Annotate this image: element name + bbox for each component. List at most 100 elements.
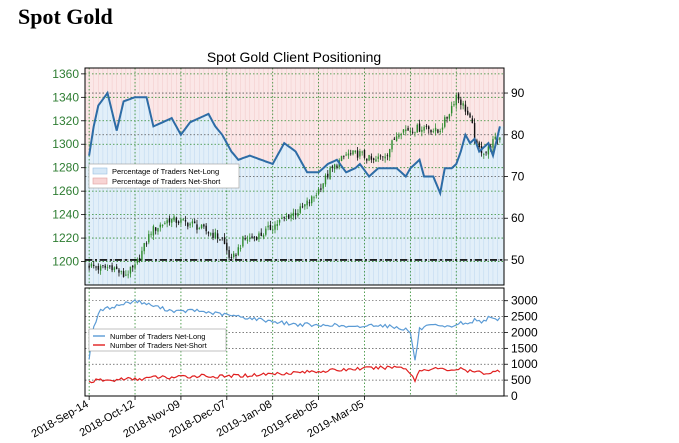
price-candle xyxy=(370,153,373,163)
price-candle xyxy=(143,242,145,255)
candle-body xyxy=(425,125,428,127)
price-candle xyxy=(258,231,260,242)
candle-body xyxy=(331,166,334,168)
price-candle xyxy=(460,96,462,110)
net-short-area xyxy=(85,68,504,194)
price-candle xyxy=(354,150,357,154)
candle-body xyxy=(290,214,292,218)
percentage-tick-label: 70 xyxy=(511,170,525,184)
price-candle xyxy=(292,208,295,220)
price-candle xyxy=(310,195,313,207)
candle-body xyxy=(416,124,418,133)
candle-body xyxy=(460,99,462,105)
price-candle xyxy=(148,230,150,245)
candle-body xyxy=(166,220,168,224)
candle-body xyxy=(242,236,244,247)
count-tick-label: 500 xyxy=(511,373,531,387)
price-candle xyxy=(205,223,207,235)
price-tick-label: 1220 xyxy=(52,231,79,245)
price-candle xyxy=(405,125,407,136)
price-candle xyxy=(102,265,104,269)
count-tick-label: 3000 xyxy=(511,294,538,308)
price-candle xyxy=(345,151,347,157)
legend-swatch-net-short xyxy=(92,177,108,185)
candle-body xyxy=(446,116,448,119)
candle-body xyxy=(148,234,150,243)
price-tick-label: 1200 xyxy=(52,255,79,269)
price-candle xyxy=(471,115,474,124)
count-panel-border xyxy=(84,287,505,397)
candle-body xyxy=(453,104,455,106)
price-candle xyxy=(106,264,109,272)
candle-body xyxy=(352,150,354,155)
candle-body xyxy=(109,265,111,267)
price-candle xyxy=(159,222,161,232)
candle-body xyxy=(377,156,379,159)
candle-body xyxy=(115,266,118,270)
candle-body xyxy=(283,217,285,218)
candle-body xyxy=(127,274,129,276)
candle-body xyxy=(448,114,451,119)
price-candle xyxy=(180,217,182,226)
candle-body xyxy=(274,224,276,230)
price-candle xyxy=(288,214,290,220)
candle-body xyxy=(473,122,476,141)
percentage-tick-label: 50 xyxy=(511,253,525,267)
candle-body xyxy=(430,129,432,133)
count-tick-label: 1500 xyxy=(511,341,538,355)
price-candle xyxy=(421,126,423,137)
candle-body xyxy=(97,266,100,270)
price-candle xyxy=(464,100,467,116)
candle-body xyxy=(361,151,363,153)
date-axis: 2018-Sep-142018-Oct-122018-Nov-092018-De… xyxy=(30,396,366,440)
price-candle xyxy=(269,220,272,231)
price-candle xyxy=(152,224,155,241)
price-candle xyxy=(164,221,166,225)
candle-body xyxy=(492,139,494,148)
candle-body xyxy=(499,137,501,140)
price-candle xyxy=(492,135,494,153)
price-candle xyxy=(407,125,409,131)
candle-body xyxy=(395,136,398,142)
price-candle xyxy=(315,192,318,199)
price-candle xyxy=(457,92,460,104)
price-candle xyxy=(386,153,389,161)
candle-body xyxy=(393,138,396,140)
candle-body xyxy=(212,232,214,239)
legend-label-net-short: Percentage of Traders Net-Short xyxy=(112,177,221,186)
price-candle xyxy=(372,157,375,164)
price-candle xyxy=(127,270,129,279)
candle-body xyxy=(292,212,295,217)
candle-body xyxy=(102,265,104,267)
candle-body xyxy=(372,158,375,160)
candle-body xyxy=(368,155,370,161)
price-candle xyxy=(171,218,173,228)
price-candle xyxy=(391,139,393,153)
candle-body xyxy=(216,233,219,239)
candle-body xyxy=(189,223,191,226)
price-candle xyxy=(444,115,446,129)
price-candle xyxy=(450,101,453,117)
candle-body xyxy=(363,149,366,158)
candle-body xyxy=(462,103,464,106)
candle-body xyxy=(469,113,471,118)
price-candle xyxy=(88,262,90,271)
candle-body xyxy=(191,221,194,224)
price-candle xyxy=(499,137,501,143)
price-candle xyxy=(278,218,281,226)
candle-body xyxy=(345,154,347,156)
price-candle xyxy=(216,229,219,243)
price-axis: 1200 1220 1240 1260 1280 1300 1320 1340 1360 xyxy=(52,67,85,269)
price-candle xyxy=(411,127,414,135)
price-candle xyxy=(189,222,191,228)
price-candle xyxy=(232,251,235,259)
candle-body xyxy=(444,117,446,127)
price-candle xyxy=(439,128,441,135)
candle-body xyxy=(487,146,490,155)
candle-body xyxy=(414,132,416,134)
candle-body xyxy=(154,227,157,231)
price-tick-label: 1320 xyxy=(52,114,79,128)
candle-body xyxy=(299,206,301,213)
candle-body xyxy=(198,228,200,229)
candle-body xyxy=(120,270,122,272)
